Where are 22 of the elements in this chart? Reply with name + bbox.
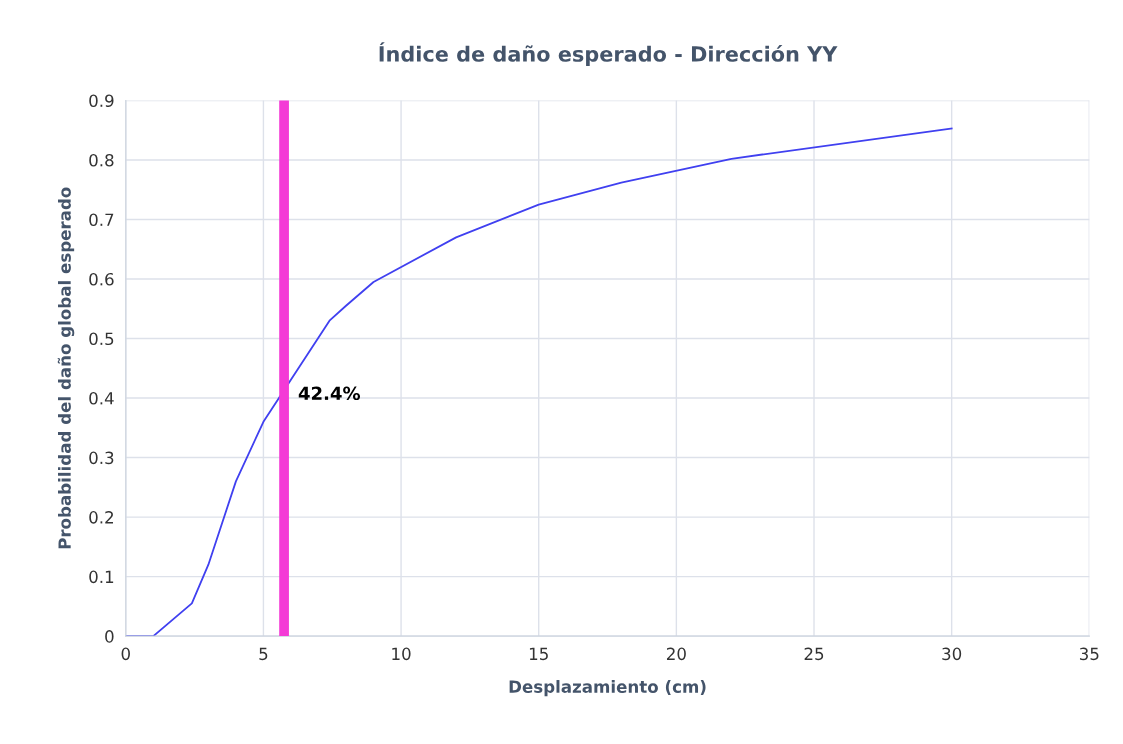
x-tick-label: 10	[392, 647, 411, 661]
y-tick-label: 0.4	[89, 392, 114, 405]
y-axis-title: Probabilidad del daño global esperado	[57, 187, 75, 549]
x-tick-label: 5	[259, 647, 268, 661]
y-tick-label: 0	[105, 630, 114, 643]
x-tick-label: 25	[804, 647, 824, 661]
x-tick-label: 15	[529, 647, 548, 661]
x-tick-label: 0	[121, 647, 130, 661]
y-tick-label: 0.5	[89, 332, 114, 346]
y-tick-label: 0.9	[89, 94, 114, 108]
y-tick-label: 0.8	[89, 153, 114, 167]
y-tick-label: 0.6	[89, 272, 114, 286]
x-axis-title: Desplazamiento (cm)	[509, 680, 706, 697]
y-tick-label: 0.2	[89, 511, 113, 524]
x-tick-label: 30	[942, 647, 962, 661]
y-tick-label: 0.1	[89, 570, 114, 584]
x-tick-label: 20	[666, 647, 686, 661]
y-tick-label: 0.3	[89, 451, 114, 465]
x-tick-label: 35	[1079, 647, 1099, 661]
y-tick-label: 0.7	[89, 213, 114, 227]
chart-title: Índice de daño esperado - Dirección YY	[379, 42, 838, 66]
annotation: 42.4%	[298, 386, 361, 401]
